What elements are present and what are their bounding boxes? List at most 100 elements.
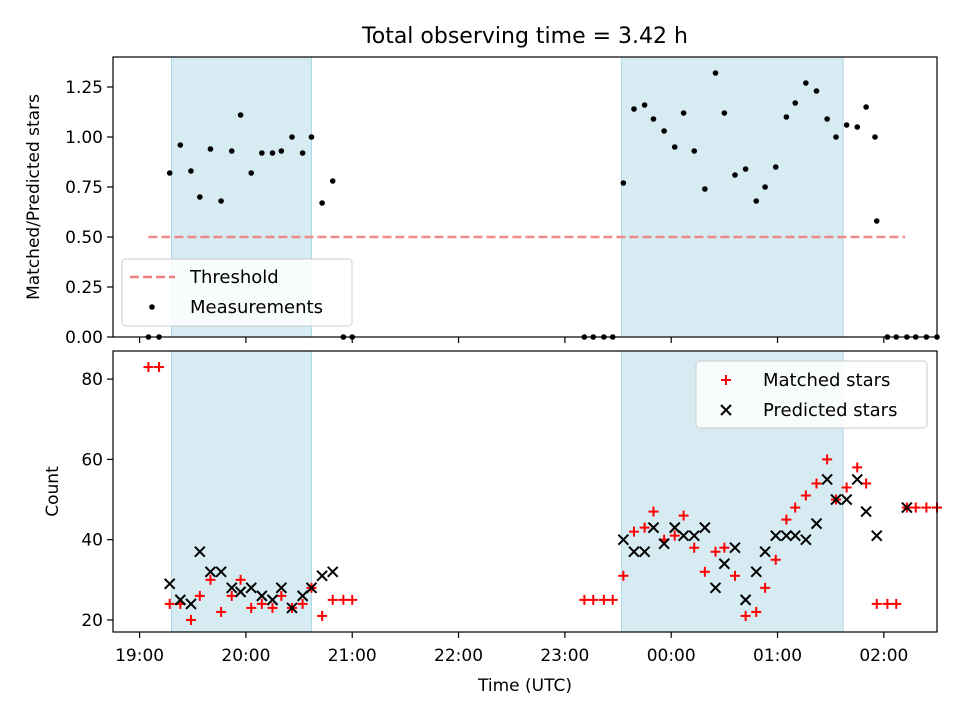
predicted-star-point (780, 529, 793, 542)
matched-star-point (852, 462, 863, 473)
predicted-star-point (750, 566, 762, 578)
matched-star-point (781, 514, 792, 525)
measurement-point (228, 148, 235, 154)
measurement-point (329, 178, 336, 184)
y-tick-label: 40 (81, 531, 103, 551)
axes-frame (112, 350, 938, 633)
measurement-point (631, 106, 637, 112)
x-stroke-b (316, 570, 328, 582)
x-stroke-b (729, 541, 741, 554)
predicted-star-point (275, 582, 288, 594)
measurement-point (863, 104, 869, 110)
x-stroke-b (305, 582, 318, 594)
chart-title: Total observing time = 3.42 h (361, 24, 688, 49)
measurement-point (641, 102, 648, 108)
x-stroke-b (821, 473, 833, 486)
predicted-star-point (770, 529, 782, 542)
y-tick-label: 1.25 (65, 78, 103, 98)
measurement-point (813, 88, 820, 94)
matched-star-point (154, 362, 165, 373)
measurement-point (753, 198, 760, 204)
matched-star-point (811, 478, 822, 489)
predicted-star-point (256, 590, 268, 602)
predicted-star-point (759, 546, 771, 558)
measurement-point (721, 110, 728, 116)
matched-star-point (194, 590, 205, 601)
matched-star-point (226, 590, 237, 601)
measurement-point (833, 134, 839, 140)
x-tick-label: 02:00 (859, 646, 908, 666)
matched-star-point (760, 582, 771, 593)
legend-predicted-swatch-b (720, 404, 732, 416)
matched-star-point (607, 594, 618, 605)
matched-star-point (246, 602, 257, 613)
matched-star-point (588, 594, 599, 605)
x-stroke-b (638, 546, 651, 558)
measurement-point (702, 186, 708, 192)
measurement-point (237, 112, 244, 118)
predicted-star-point (174, 594, 187, 606)
matched-star-point (205, 574, 216, 585)
matched-star-point (751, 606, 762, 617)
measurement-point (762, 184, 768, 190)
matched-star-point (185, 614, 196, 625)
predicted-star-point (789, 529, 801, 542)
matched-star-point (639, 522, 650, 533)
y-axis-label: Count (43, 466, 63, 517)
matched-star-point (317, 610, 328, 621)
predicted-star-point (617, 533, 630, 546)
matched-star-point (841, 482, 852, 493)
legend-predicted-label: Predicted stars (763, 400, 897, 421)
x-tick-label: 22:00 (434, 646, 483, 666)
x-stroke-b (718, 558, 731, 570)
measurement-point (177, 142, 184, 148)
x-stroke-b (617, 533, 630, 546)
predicted-star-point (699, 521, 711, 534)
x-stroke-b (810, 517, 823, 530)
predicted-star-point (830, 493, 842, 506)
predicted-star-point (245, 582, 257, 594)
x-stroke-b (750, 566, 762, 578)
x-stroke-b (780, 529, 793, 542)
x-stroke-b (699, 521, 711, 534)
matched-star-point (729, 570, 740, 581)
predicted-star-point (296, 590, 309, 602)
axes-frame (112, 56, 938, 338)
matched-star-point (235, 574, 246, 585)
legend-threshold-label: Threshold (189, 267, 279, 288)
matched-star-point (648, 506, 659, 517)
measurement-point (620, 180, 627, 186)
measurement-point (308, 134, 315, 140)
matched-star-point (618, 570, 629, 581)
x-stroke-b (830, 493, 842, 506)
measurement-point (792, 100, 799, 106)
predicted-star-point (800, 533, 812, 546)
predicted-star-point (185, 598, 197, 610)
measurement-point (712, 70, 719, 76)
legend-box (121, 258, 353, 327)
predicted-star-point (658, 537, 670, 550)
y-tick-label: 0.75 (65, 178, 103, 198)
predicted-star-point (739, 594, 752, 606)
measurement-point (803, 80, 809, 86)
matched-star-point (719, 542, 730, 553)
predicted-star-point (860, 505, 872, 518)
matched-star-point (790, 502, 801, 513)
matched-star-point (882, 598, 893, 609)
measurement-point (872, 134, 878, 140)
matched-star-point (216, 606, 227, 617)
matched-star-point (256, 598, 267, 609)
predicted-star-point (871, 529, 883, 542)
x-stroke-b (245, 582, 257, 594)
matched-star-point (327, 594, 338, 605)
predicted-star-point (266, 594, 279, 606)
legend-measurement-label: Measurements (190, 297, 323, 318)
legend: Threshold Measurements (121, 258, 353, 327)
matched-star-point (891, 598, 902, 609)
x-stroke-b (840, 493, 853, 506)
predicted-star-point (226, 582, 238, 594)
x-stroke-b (194, 546, 206, 558)
x-axis-label: Time (UTC) (477, 676, 572, 696)
y-axis-label: Matched/Predicted stars (24, 94, 44, 300)
